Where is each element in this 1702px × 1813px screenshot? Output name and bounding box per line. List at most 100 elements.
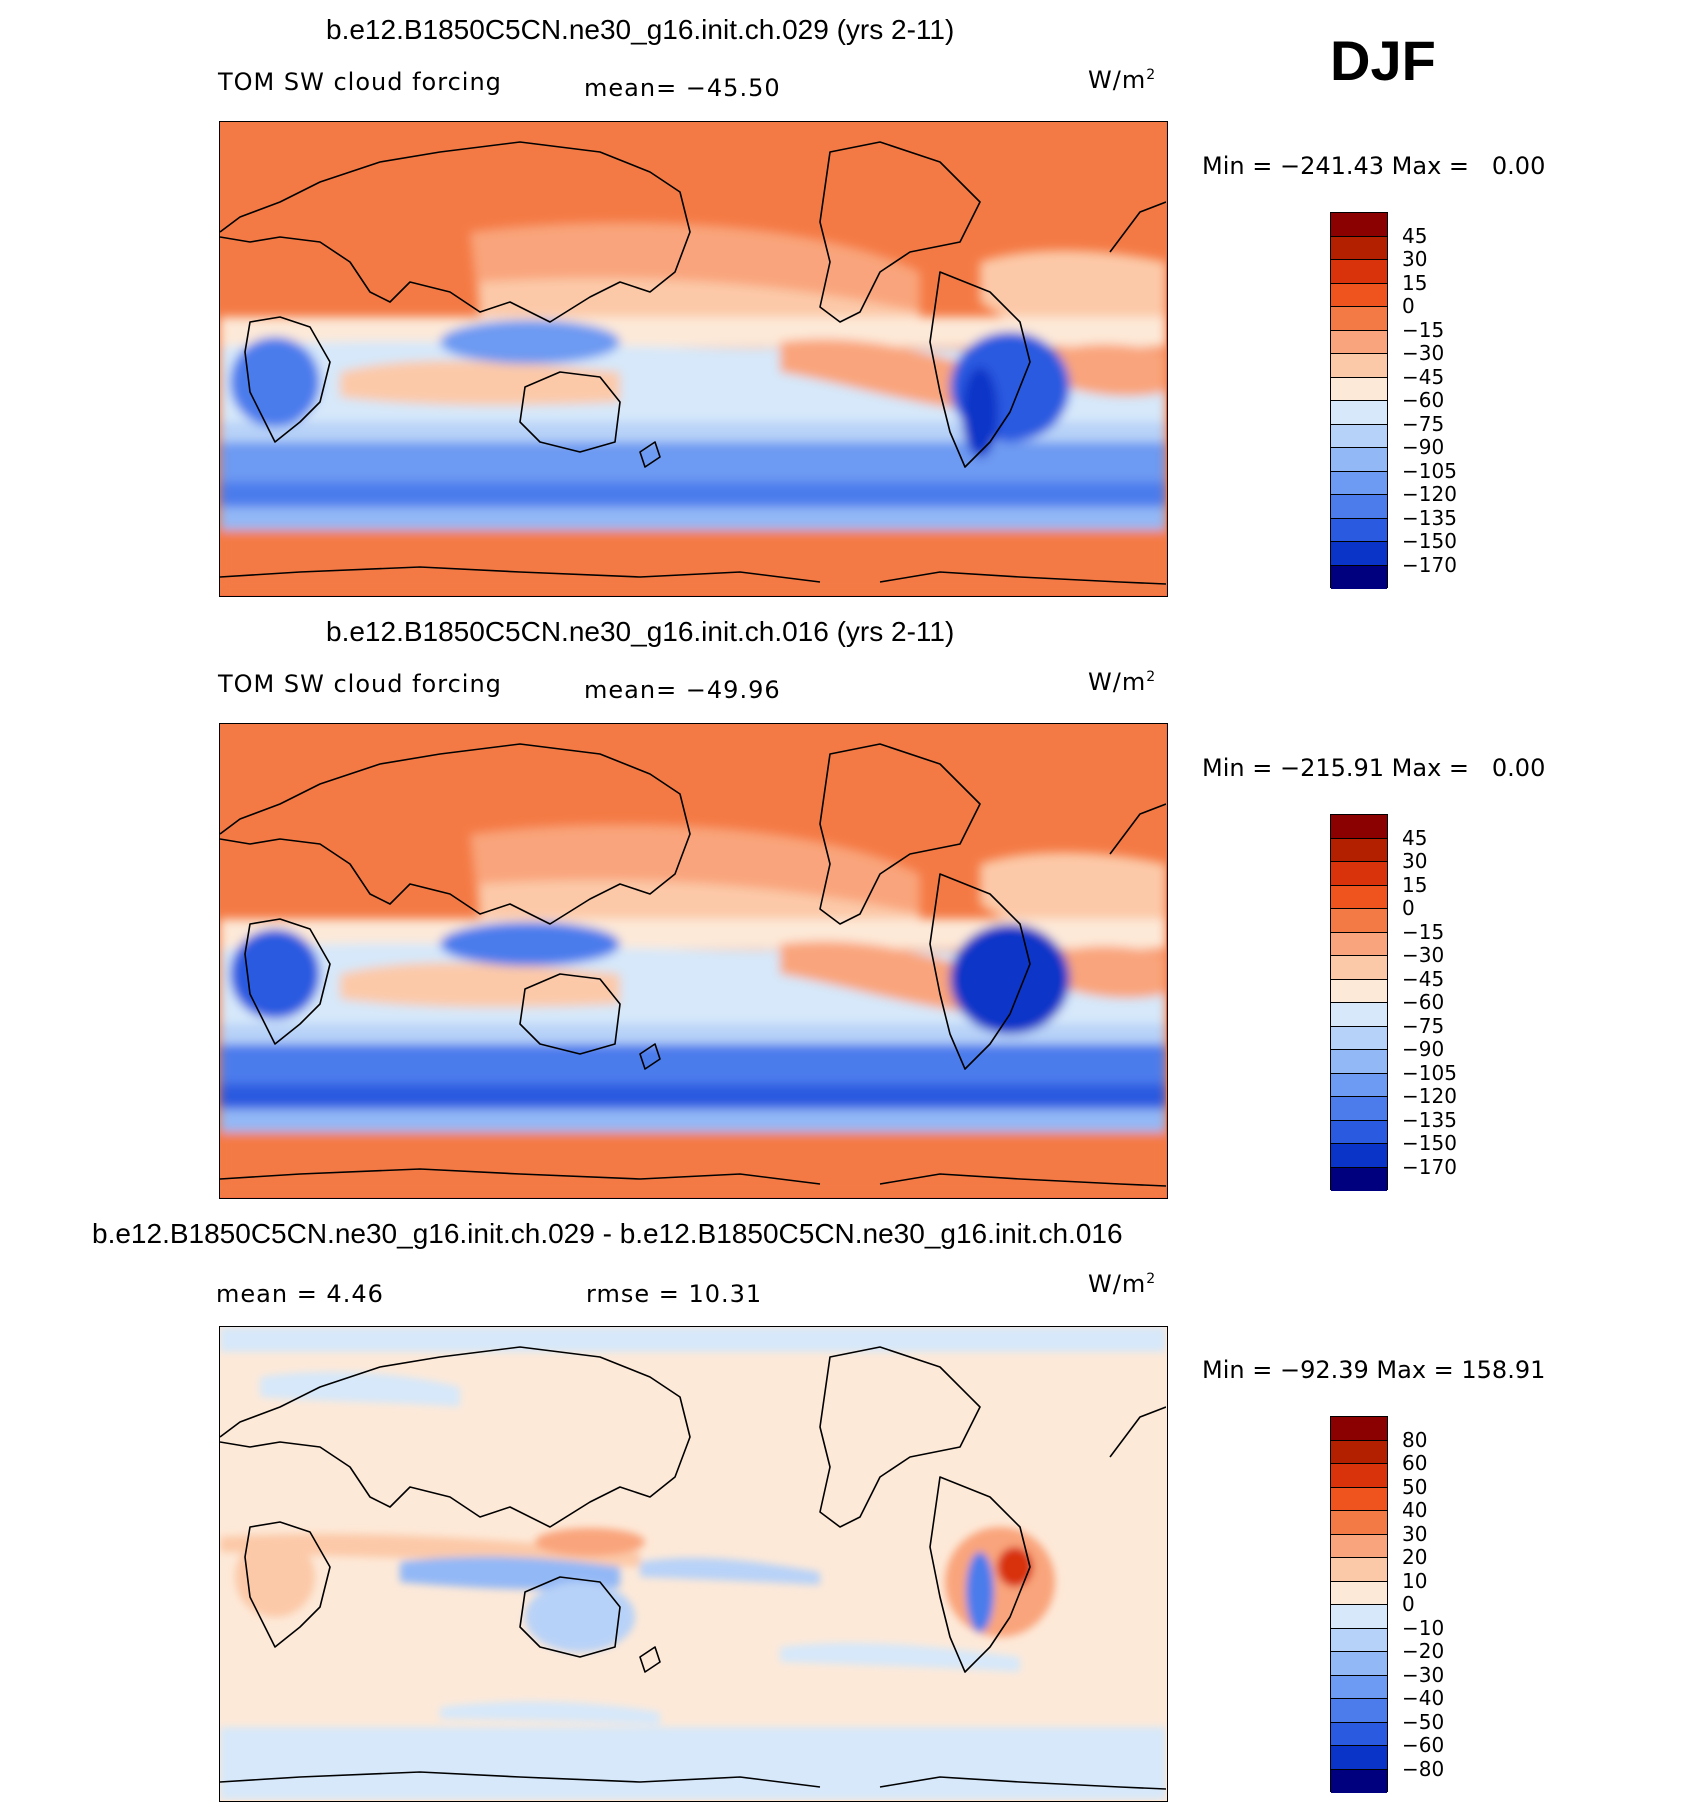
panel3-colorbar-label: 80 (1402, 1427, 1428, 1452)
panel3-colorbar-swatch (1331, 1699, 1387, 1723)
panel1-coastlines (220, 141, 1166, 585)
panel3-colorbar-swatch (1331, 1581, 1387, 1605)
panel3-colorbar-swatch (1331, 1722, 1387, 1746)
panel1-colorbar-label: −60 (1402, 388, 1445, 412)
panel3-colorbar-swatch (1331, 1605, 1387, 1629)
panel2-colorbar-swatch (1331, 1120, 1387, 1144)
panel1-colorbar-label: 15 (1402, 270, 1428, 295)
panel1-map (219, 121, 1168, 597)
panel1-colorbar-swatch (1331, 213, 1387, 237)
panel1-colorbar: 45 30 15 0 −15 −30 −45 −60 −75 −90 −105 −120 −135 −15… (1330, 212, 1530, 589)
panel3-colorbar-label: −80 (1402, 1756, 1445, 1781)
panel1-colorbar-swatch (1331, 495, 1387, 519)
panel3-colorbar-swatch (1331, 1652, 1387, 1676)
panel2-colorbar-label: −60 (1402, 990, 1445, 1014)
panel2-colorbar-label: −30 (1402, 943, 1445, 967)
panel3-colorbar-swatch (1331, 1464, 1387, 1488)
panel1-colorbar-swatch (1331, 236, 1387, 260)
panel3-minmax: Min = −92.39 Max = 158.91 (1202, 1356, 1546, 1384)
panel2-colorbar-label: −75 (1402, 1013, 1445, 1038)
panel1-colorbar-swatches (1330, 212, 1388, 589)
panel1-colorbar-swatch (1331, 565, 1387, 589)
panel2-colorbar-label: −105 (1402, 1060, 1457, 1085)
panel2-coastlines (220, 743, 1166, 1187)
panel3-colorbar-label: 30 (1402, 1521, 1428, 1546)
panel2-colorbar-label: −135 (1402, 1107, 1457, 1132)
panel2-colorbar-label: −170 (1402, 1154, 1457, 1179)
panel3-map (219, 1326, 1168, 1802)
panel2-colorbar-label: 15 (1402, 872, 1428, 897)
panel2-colorbar-swatch (1331, 1073, 1387, 1097)
panel1-colorbar-swatch (1331, 330, 1387, 354)
panel3-colorbar-swatches (1330, 1416, 1388, 1793)
panel1-colorbar-swatch (1331, 377, 1387, 401)
panel3-colorbar-label: −60 (1402, 1733, 1445, 1757)
panel1-colorbar-swatch (1331, 518, 1387, 542)
panel1-colorbar-label: −30 (1402, 341, 1445, 365)
panel2-colorbar-label: −150 (1402, 1131, 1457, 1155)
panel2-title: b.e12.B1850C5CN.ne30_g16.init.ch.016 (yr… (326, 616, 955, 647)
season-label: DJF (1330, 29, 1436, 92)
panel2-colorbar-label: −90 (1402, 1037, 1445, 1061)
panel2-colorbar-swatch (1331, 838, 1387, 862)
panel3-colorbar-swatch (1331, 1558, 1387, 1582)
panel1-variable: TOM SW cloud forcing (218, 68, 502, 96)
panel1-colorbar-label: −135 (1402, 505, 1457, 530)
panel1-mean: mean= −45.50 (584, 74, 781, 102)
panel3-colorbar-label: 10 (1402, 1568, 1428, 1593)
panel1-colorbar-label: −90 (1402, 435, 1445, 459)
panel1-colorbar-swatch (1331, 424, 1387, 448)
panel1-colorbar-swatch (1331, 260, 1387, 284)
panel3-colorbar: 80 60 50 40 30 20 10 0 −10 −20 −30 −40 −50 −60 −80 (1330, 1416, 1530, 1793)
panel3-colorbar-swatch (1331, 1769, 1387, 1793)
panel3-title: b.e12.B1850C5CN.ne30_g16.init.ch.029 - b… (92, 1218, 1123, 1249)
panel2-colorbar-swatch (1331, 862, 1387, 886)
panel1-colorbar-swatch (1331, 307, 1387, 331)
panel2-colorbar-swatch (1331, 815, 1387, 839)
panel2-colorbar-swatch (1331, 956, 1387, 980)
panel1-colorbar-label: −150 (1402, 529, 1457, 553)
panel1-colorbar-swatch (1331, 471, 1387, 495)
panel3-colorbar-swatch (1331, 1746, 1387, 1770)
panel2-colorbar-swatch (1331, 1003, 1387, 1027)
panel1-colorbar-label: −170 (1402, 552, 1457, 577)
panel1-colorbar-label: −75 (1402, 411, 1445, 436)
panel2-colorbar-label: 30 (1402, 849, 1428, 873)
panel3-map-canvas (220, 1327, 1166, 1800)
panel3-colorbar-label: 40 (1402, 1498, 1428, 1522)
panel1-colorbar-label: −105 (1402, 458, 1457, 483)
panel2-colorbar-swatch (1331, 1144, 1387, 1168)
panel3-colorbar-label: 60 (1402, 1451, 1428, 1475)
panel2-colorbar-swatch (1331, 1167, 1387, 1191)
panel3-colorbar-swatch (1331, 1534, 1387, 1558)
panel3-colorbar-swatch (1331, 1417, 1387, 1441)
panel1-colorbar-label: −120 (1402, 482, 1457, 506)
panel2-colorbar-label: −15 (1402, 919, 1445, 944)
panel2-colorbar-swatch (1331, 885, 1387, 909)
panel1-colorbar-label: −45 (1402, 364, 1445, 389)
panel1-colorbar-swatch (1331, 448, 1387, 472)
panel3-colorbar-label: −30 (1402, 1662, 1445, 1687)
panel2-mean: mean= −49.96 (584, 676, 781, 704)
panel3-units: W/m2 (1088, 1270, 1157, 1298)
panel1-colorbar-swatch (1331, 401, 1387, 425)
panel3-colorbar-swatch (1331, 1487, 1387, 1511)
panel3-mean: mean = 4.46 (216, 1280, 384, 1308)
panel1-colorbar-label: 30 (1402, 247, 1428, 271)
panel1-colorbar-label: 0 (1402, 294, 1415, 318)
panel2-colorbar-swatches (1330, 814, 1388, 1191)
panel2-map-canvas (220, 724, 1166, 1197)
panel2-units: W/m2 (1088, 668, 1157, 696)
panel1-minmax: Min = −241.43 Max = 0.00 (1202, 152, 1546, 180)
panel2-variable: TOM SW cloud forcing (218, 670, 502, 698)
panel1-units: W/m2 (1088, 66, 1157, 94)
panel2-minmax: Min = −215.91 Max = 0.00 (1202, 754, 1546, 782)
panel3-colorbar-swatch (1331, 1675, 1387, 1699)
panel2-colorbar-swatch (1331, 932, 1387, 956)
panel2-colorbar: 45 30 15 0 −15 −30 −45 −60 −75 −90 −105 −120 −135 −15… (1330, 814, 1530, 1191)
panel2-colorbar-label: 45 (1402, 825, 1428, 850)
panel2-colorbar-swatch (1331, 909, 1387, 933)
panel3-colorbar-label: −10 (1402, 1615, 1445, 1640)
panel1-colorbar-swatch (1331, 283, 1387, 307)
panel3-coastlines (220, 1346, 1166, 1790)
